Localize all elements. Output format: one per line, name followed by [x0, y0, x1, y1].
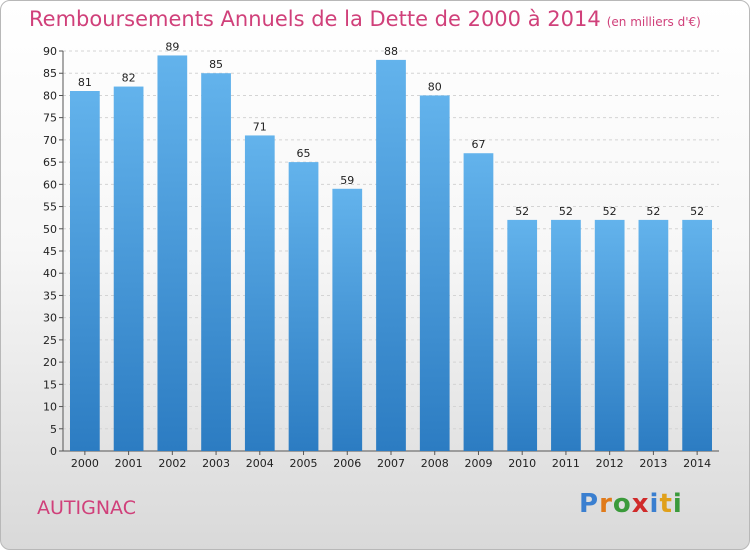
y-tick-label: 10: [43, 401, 57, 414]
x-tick-label: 2007: [377, 457, 405, 470]
bar: [638, 219, 669, 451]
x-tick-label: 2004: [246, 457, 274, 470]
y-tick-label: 80: [43, 89, 57, 102]
data-label: 52: [603, 205, 617, 218]
x-tick-label: 2011: [552, 457, 580, 470]
data-label: 52: [515, 205, 529, 218]
x-axis: 2000 2001 2002 2003 2004 2005 2006 2007 2008 2009…: [71, 451, 711, 470]
town-name: AUTIGNAC: [37, 497, 136, 519]
y-tick-label: 15: [43, 378, 57, 391]
data-label: 85: [209, 58, 223, 71]
bar: [507, 219, 538, 451]
y-tick-label: 55: [43, 201, 57, 214]
y-tick-label: 35: [43, 289, 57, 302]
x-tick-label: 2003: [202, 457, 230, 470]
x-tick-label: 2013: [639, 457, 667, 470]
x-tick-label: 2012: [596, 457, 624, 470]
y-tick-label: 45: [43, 245, 57, 258]
bar: [244, 135, 275, 451]
y-tick-label: 40: [43, 267, 57, 280]
data-label: 88: [384, 45, 398, 58]
data-labels: 81 82 89 85 71 65 59 88 80 67 52 52 52 52 52: [78, 40, 704, 217]
y-tick-label: 60: [43, 178, 57, 191]
y-tick-label: 25: [43, 334, 57, 347]
bar: [157, 55, 188, 451]
x-tick-label: 2010: [508, 457, 536, 470]
y-tick-label: 20: [43, 356, 57, 369]
y-tick-label: 0: [50, 445, 57, 458]
bar: [376, 59, 406, 452]
x-tick-label: 2014: [683, 457, 711, 470]
y-tick-label: 50: [43, 223, 57, 236]
y-tick-label: 70: [43, 134, 57, 147]
data-label: 89: [165, 40, 179, 53]
x-tick-label: 2002: [158, 457, 186, 470]
data-label: 52: [559, 205, 573, 218]
y-tick-label: 75: [43, 112, 57, 125]
data-label: 82: [122, 72, 136, 85]
bars: [69, 55, 713, 452]
data-label: 80: [428, 80, 442, 93]
data-label: 59: [340, 174, 354, 187]
data-label: 71: [253, 120, 267, 133]
x-tick-label: 2006: [333, 457, 361, 470]
y-tick-label: 5: [50, 423, 57, 436]
chart-title: Remboursements Annuels de la Dette de 20…: [29, 7, 701, 31]
data-label: 81: [78, 76, 92, 89]
x-tick-label: 2008: [421, 457, 449, 470]
bar: [288, 162, 319, 451]
data-label: 52: [690, 205, 704, 218]
bar: [113, 86, 144, 452]
proxiti-logo: Proxiti: [579, 489, 683, 519]
bar: [201, 73, 231, 451]
chart-unit: (en milliers d'€): [606, 15, 701, 29]
bar: [69, 91, 100, 451]
y-tick-label: 30: [43, 312, 57, 325]
y-tick-label: 90: [43, 45, 57, 58]
x-tick-label: 2000: [71, 457, 99, 470]
bar: [463, 153, 494, 451]
y-tick-label: 85: [43, 67, 57, 80]
bar: [419, 95, 450, 451]
bar: [682, 219, 713, 451]
x-tick-label: 2005: [290, 457, 318, 470]
data-label: 52: [646, 205, 660, 218]
bar: [594, 219, 625, 451]
bar: [551, 219, 581, 451]
x-tick-label: 2009: [464, 457, 492, 470]
y-tick-label: 65: [43, 156, 57, 169]
bar: [332, 188, 363, 451]
data-label: 65: [297, 147, 311, 160]
data-label: 67: [471, 138, 485, 151]
x-tick-label: 2001: [115, 457, 143, 470]
